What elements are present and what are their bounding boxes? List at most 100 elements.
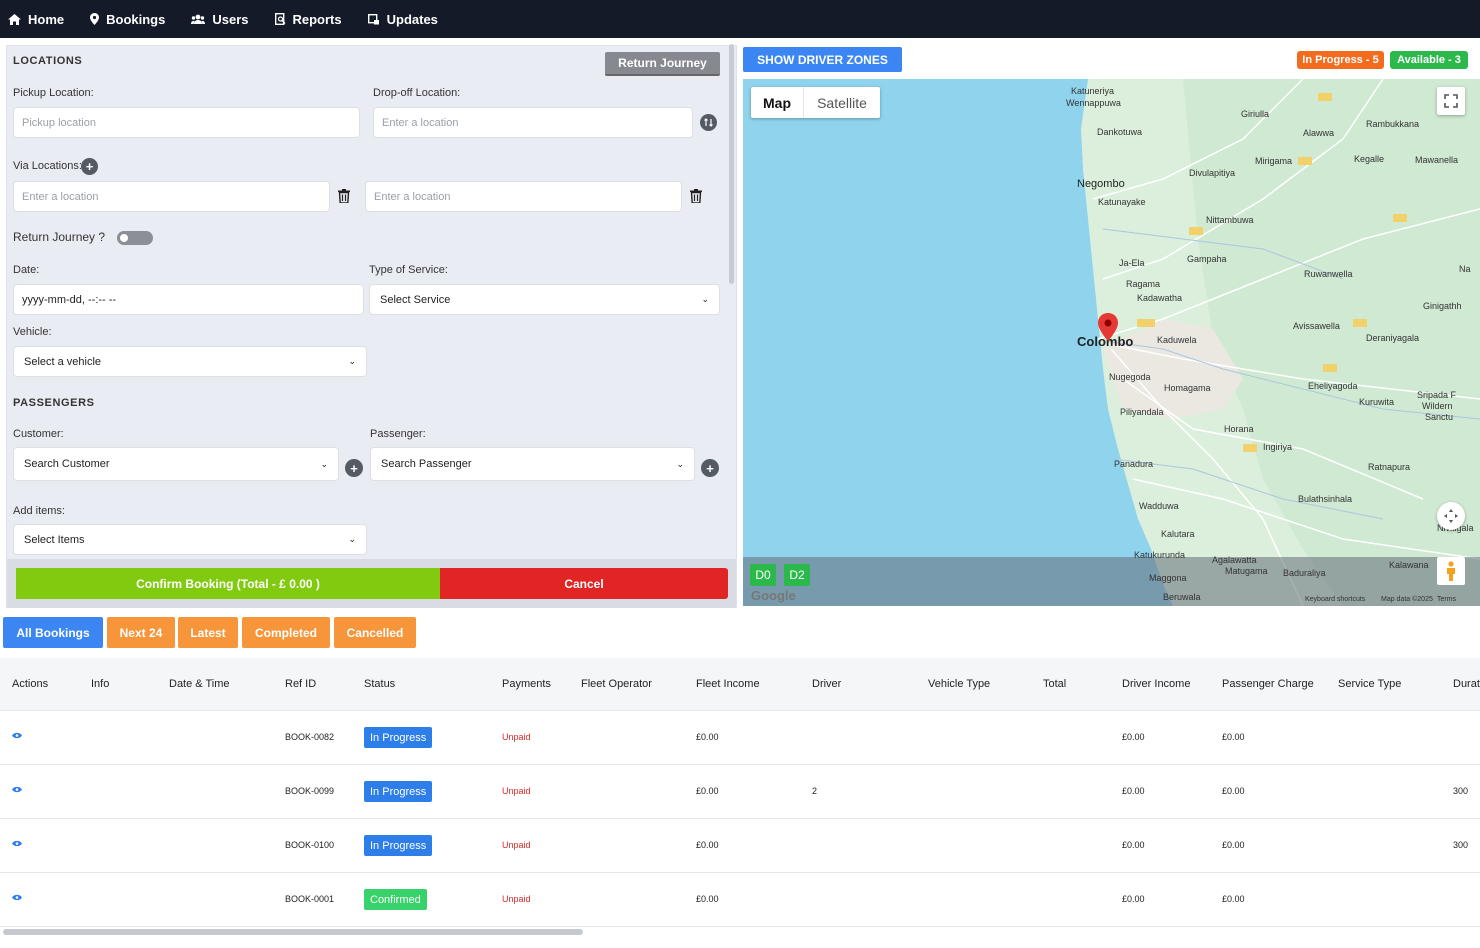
column-header[interactable]: Fleet Income — [696, 678, 760, 690]
column-header[interactable]: Durat — [1453, 678, 1480, 690]
map-place-label: Ja-Ela — [1119, 258, 1145, 268]
eye-icon[interactable] — [12, 840, 22, 847]
date-input[interactable]: yyyy-mm-dd, --:-- -- — [13, 284, 364, 315]
map-view[interactable]: Katuneriya Wennappuwa Giriulla Alawwa Ra… — [743, 79, 1480, 606]
map-place-label: Na — [1459, 264, 1471, 274]
column-header[interactable]: Total — [1043, 678, 1067, 690]
column-header[interactable]: Payments — [502, 678, 551, 690]
column-header[interactable]: Passenger Charge — [1222, 678, 1314, 690]
street-view-icon[interactable] — [1437, 557, 1465, 585]
column-header[interactable]: Date & Time — [169, 678, 230, 690]
filter-cancelled[interactable]: Cancelled — [334, 617, 416, 648]
available-badge: Available - 3 — [1390, 51, 1468, 69]
map-place-label: Dankotuwa — [1097, 127, 1143, 137]
passenger-select[interactable]: Search Passenger ⌄ — [370, 447, 695, 481]
driver-chip[interactable]: D0 — [750, 564, 776, 586]
map-place-label: Wildern — [1422, 401, 1453, 411]
via-input-1[interactable]: Enter a location — [13, 181, 330, 212]
keyboard-shortcuts-link[interactable]: Keyboard shortcuts — [1305, 596, 1366, 603]
map-place-label: Ratnapura — [1368, 462, 1411, 472]
map-place-label: Homagama — [1164, 383, 1211, 393]
vehicle-select-value: Select a vehicle — [24, 355, 102, 368]
filter-all-bookings[interactable]: All Bookings — [3, 617, 103, 648]
show-driver-zones-button[interactable]: SHOW DRIVER ZONES — [743, 47, 902, 72]
map-place-label: Ingiriya — [1263, 442, 1293, 452]
eye-icon[interactable] — [12, 786, 22, 793]
customer-select[interactable]: Search Customer ⌄ — [13, 447, 339, 481]
update-icon — [367, 13, 379, 24]
table-row[interactable]: BOOK-0099 In Progress Unpaid £0.00 2 £0.… — [0, 765, 1480, 819]
filter-latest[interactable]: Latest — [178, 617, 238, 648]
column-header[interactable]: Actions — [12, 678, 49, 690]
table-scrollbar[interactable] — [3, 929, 583, 935]
via-label: Via Locations: — [13, 160, 82, 172]
map-place-label: Kegalle — [1354, 154, 1385, 164]
eye-icon[interactable] — [12, 732, 22, 739]
column-header[interactable]: Driver — [812, 678, 842, 690]
return-journey-button[interactable]: Return Journey — [605, 52, 720, 76]
via-input-2[interactable]: Enter a location — [365, 181, 682, 212]
map-place-label: Mirigama — [1255, 156, 1293, 166]
users-icon — [191, 14, 206, 24]
nav-users[interactable]: Users — [191, 12, 249, 27]
map-tab-satellite[interactable]: Satellite — [817, 94, 867, 111]
terms-link[interactable]: Terms — [1437, 596, 1457, 603]
nav-home[interactable]: Home — [8, 12, 64, 27]
cancel-button[interactable]: Cancel — [440, 568, 728, 599]
map-data-attribution: Map data ©2025 — [1381, 596, 1433, 603]
fleet-income: £0.00 — [696, 732, 719, 742]
map-place-label: Avissawella — [1293, 321, 1340, 331]
nav-reports[interactable]: Reports — [274, 12, 342, 27]
dropoff-input[interactable]: Enter a location — [373, 107, 693, 138]
fleet-income: £0.00 — [696, 894, 719, 904]
column-header[interactable]: Status — [364, 678, 396, 690]
trash-icon[interactable] — [690, 189, 704, 205]
booking-form: LOCATIONS Return Journey Pickup Location… — [6, 45, 737, 608]
swap-locations-icon[interactable] — [700, 114, 717, 131]
location-pin-icon[interactable] — [1098, 313, 1118, 341]
service-select[interactable]: Select Service ⌄ — [369, 284, 720, 315]
date-label: Date: — [13, 264, 40, 276]
add-passenger-icon[interactable]: + — [701, 459, 719, 477]
table-row[interactable]: BOOK-0100 In Progress Unpaid £0.00 £0.00… — [0, 819, 1480, 873]
driver-chip[interactable]: D2 — [784, 564, 810, 586]
column-header[interactable]: Vehicle Type — [928, 678, 991, 690]
fullscreen-icon[interactable] — [1437, 87, 1465, 115]
trash-icon[interactable] — [338, 189, 352, 205]
vehicle-select[interactable]: Select a vehicle ⌄ — [13, 346, 367, 377]
map-place-label: Wadduwa — [1139, 501, 1179, 511]
column-header[interactable]: Ref ID — [285, 678, 317, 690]
column-header[interactable]: Info — [91, 678, 110, 690]
add-customer-icon[interactable]: + — [345, 459, 363, 477]
map-place-label: Kalutara — [1161, 529, 1195, 539]
filter-next-24[interactable]: Next 24 — [107, 617, 175, 648]
chevron-down-icon: ⌄ — [320, 458, 328, 469]
camera-control-icon[interactable] — [1437, 502, 1465, 530]
nav-updates[interactable]: Updates — [367, 12, 438, 27]
map-place-label: Kadawatha — [1137, 293, 1183, 303]
eye-icon[interactable] — [12, 894, 22, 901]
map-place-label: Colombo — [1077, 334, 1134, 349]
payment-status: Unpaid — [502, 894, 531, 904]
table-row[interactable]: BOOK-0082 In Progress Unpaid £0.00 £0.00… — [0, 711, 1480, 765]
items-select[interactable]: Select Items ⌄ — [13, 524, 367, 555]
fleet-income: £0.00 — [696, 840, 719, 850]
status-badge: Confirmed — [364, 889, 427, 910]
table-row[interactable]: BOOK-0001 Confirmed Unpaid £0.00 £0.00 £… — [0, 873, 1480, 927]
column-header[interactable]: Service Type — [1338, 678, 1402, 690]
bookings-table: Actions Info Date & Time Ref ID Status P… — [0, 658, 1480, 928]
top-nav: Home Bookings Users Reports Updates — [0, 0, 1480, 38]
return-journey-toggle[interactable] — [117, 231, 153, 245]
filter-completed[interactable]: Completed — [242, 617, 330, 648]
confirm-booking-button[interactable]: Confirm Booking (Total - £ 0.00 ) — [16, 568, 440, 599]
column-header[interactable]: Driver Income — [1122, 678, 1191, 690]
add-via-icon[interactable]: + — [81, 158, 98, 175]
map-place-label: Nugegoda — [1109, 372, 1151, 382]
map-tab-map[interactable]: Map — [751, 87, 804, 118]
driver-income: £0.00 — [1122, 894, 1145, 904]
nav-bookings[interactable]: Bookings — [90, 12, 165, 27]
pickup-input[interactable]: Pickup location — [13, 107, 360, 138]
column-header[interactable]: Fleet Operator — [581, 678, 652, 690]
chevron-down-icon: ⌄ — [348, 534, 356, 544]
form-scrollbar[interactable] — [729, 44, 734, 284]
